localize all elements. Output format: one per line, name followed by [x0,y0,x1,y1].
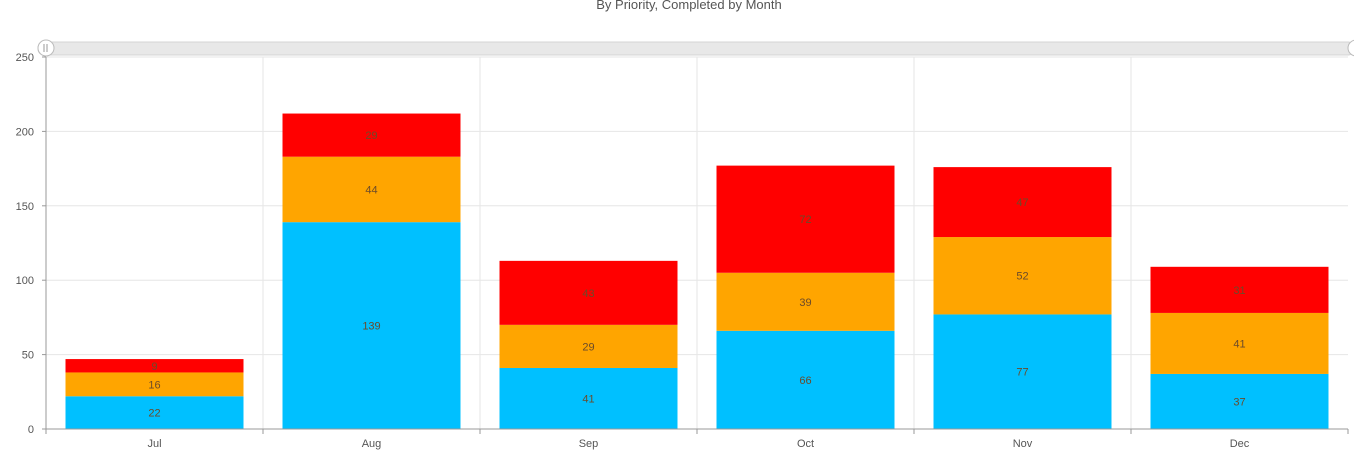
bar-segment [716,272,895,331]
bar-segment [716,330,895,429]
y-tick-label: 100 [16,275,34,287]
data-label: 72 [799,214,811,226]
scrollbar-track[interactable] [37,41,1354,56]
data-label: 29 [365,130,377,142]
data-label: 66 [799,375,811,387]
horizontal-scrollbar[interactable] [37,39,1354,57]
bar-segment [1150,312,1329,374]
data-label: 39 [799,297,811,309]
bar-segment [65,359,244,373]
data-label: 16 [148,379,160,391]
scrollbar-right-handle[interactable] [1347,39,1354,57]
data-label: 77 [1016,367,1028,379]
data-label: 44 [365,184,377,196]
data-label: 37 [1233,396,1245,408]
x-tick-label: Aug [362,438,382,450]
chart-title: By Priority, Completed by Month [596,0,781,12]
bar-segment [1150,373,1329,429]
bar-segment [933,237,1112,315]
bar-segment [1150,266,1329,313]
x-tick-label: Nov [1013,438,1033,450]
bar-segment [933,167,1112,238]
bar-segment [499,260,678,325]
data-label: 41 [582,393,594,405]
y-tick-label: 0 [28,424,34,436]
bar-segment [933,314,1112,429]
y-tick-label: 50 [22,350,34,362]
data-label: 52 [1016,271,1028,283]
bar-segment [716,165,895,273]
bar-segment [282,156,461,223]
data-label: 47 [1016,197,1028,209]
bar-segment [65,396,244,429]
data-label: 139 [362,321,380,333]
data-label: 41 [1233,338,1245,350]
y-tick-label: 200 [16,126,34,138]
bar-segment [282,222,461,429]
x-tick-label: Dec [1230,438,1250,450]
x-tick-label: Jul [147,438,161,450]
data-label: 22 [148,408,160,420]
y-tick-label: 150 [16,201,34,213]
data-label: 31 [1233,285,1245,297]
bar-segment [65,372,244,397]
data-label: 9 [151,361,157,373]
bar-segment [499,324,678,368]
x-tick-label: Oct [797,438,814,450]
scrollbar-left-handle[interactable] [37,39,55,57]
y-tick-label: 250 [16,52,34,64]
bar-segment [282,113,461,157]
x-tick-label: Sep [579,438,599,450]
bar-segment [499,367,678,429]
data-label: 29 [582,341,594,353]
data-label: 43 [582,288,594,300]
